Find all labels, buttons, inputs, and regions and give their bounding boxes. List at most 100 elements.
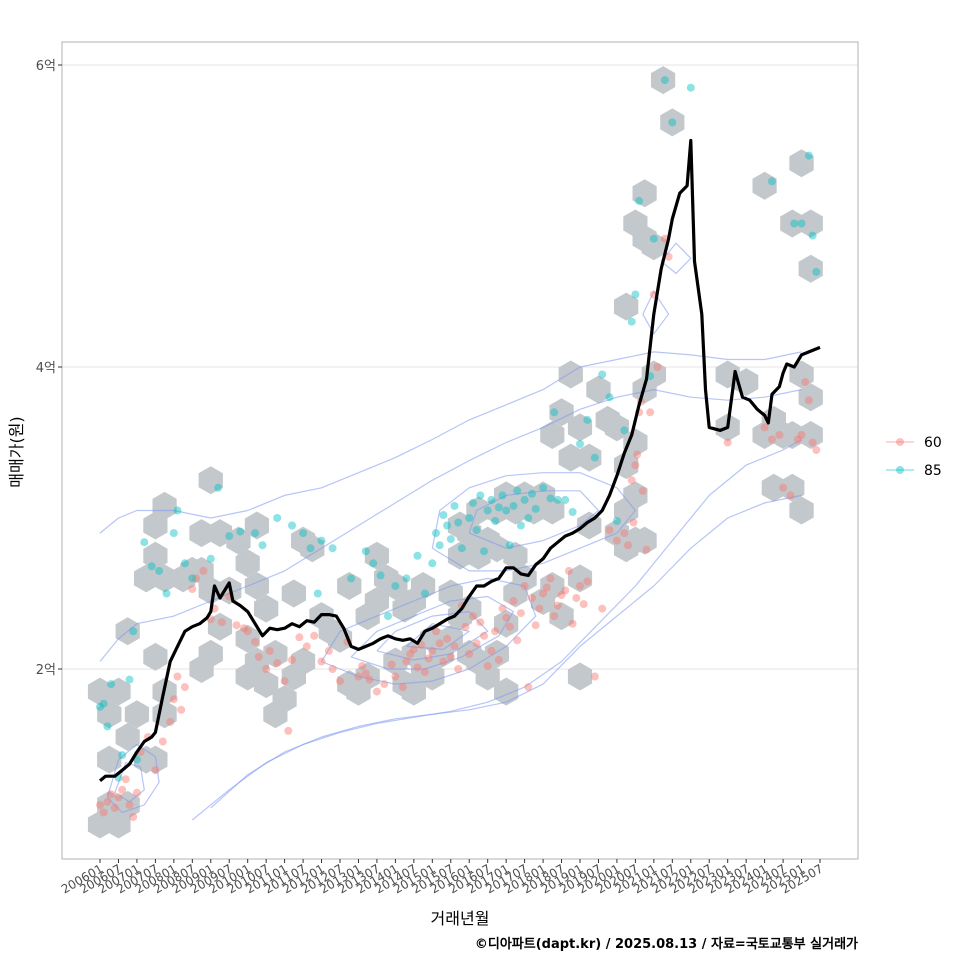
hexbin-cell bbox=[235, 624, 260, 653]
scatter-point-60 bbox=[786, 491, 795, 500]
source-caption: ©디아파트(dapt.kr) / 2025.08.13 / 자료=국토교통부 실… bbox=[475, 936, 858, 952]
scatter-point-60 bbox=[808, 438, 817, 447]
hexbin-cell bbox=[198, 639, 223, 668]
scatter-point-60 bbox=[169, 695, 178, 704]
hexbin-cell bbox=[254, 670, 279, 699]
scatter-point-60 bbox=[177, 705, 186, 714]
scatter-point-85 bbox=[631, 290, 640, 299]
scatter-point-85 bbox=[465, 514, 474, 522]
scatter-point-60 bbox=[310, 631, 319, 640]
scatter-point-85 bbox=[361, 547, 370, 556]
hexbin-cell bbox=[263, 639, 288, 668]
scatter-point-85 bbox=[125, 675, 134, 684]
scatter-point-85 bbox=[568, 508, 577, 516]
scatter-point-85 bbox=[439, 511, 448, 519]
scatter-point-60 bbox=[491, 627, 500, 636]
scatter-point-60 bbox=[428, 646, 437, 655]
scatter-point-60 bbox=[590, 672, 599, 681]
scatter-point-60 bbox=[324, 646, 333, 655]
scatter-point-85 bbox=[509, 501, 518, 510]
scatter-point-60 bbox=[642, 545, 651, 554]
density-contour bbox=[350, 595, 515, 670]
scatter-point-85 bbox=[598, 370, 607, 379]
hexbin-cell bbox=[789, 149, 814, 178]
hexbin-cell bbox=[614, 451, 639, 480]
hexbin-cell bbox=[484, 534, 509, 563]
hexbin-cell bbox=[614, 292, 639, 321]
scatter-point-60 bbox=[564, 566, 573, 575]
scatter-point-85 bbox=[450, 501, 459, 510]
hexbin-cell bbox=[567, 564, 593, 593]
scatter-point-85 bbox=[273, 514, 282, 522]
scatter-point-85 bbox=[420, 589, 429, 598]
scatter-point-85 bbox=[502, 506, 511, 515]
hexbin-cell bbox=[604, 413, 629, 442]
hexbin-cell bbox=[549, 398, 574, 427]
scatter-point-60 bbox=[99, 808, 108, 817]
hexbin-cell bbox=[558, 360, 583, 389]
scatter-point-85 bbox=[487, 495, 496, 504]
hexbin-cell bbox=[106, 810, 131, 839]
scatter-point-85 bbox=[313, 589, 322, 598]
scatter-point-60 bbox=[262, 665, 271, 673]
scatter-point-60 bbox=[461, 622, 470, 631]
hexbin-cell bbox=[235, 549, 260, 578]
hexbin-cell bbox=[143, 541, 168, 570]
scatter-point-60 bbox=[535, 604, 544, 613]
scatter-point-60 bbox=[254, 652, 263, 661]
hexbin-cell bbox=[401, 677, 426, 706]
hexbin-cell bbox=[586, 375, 611, 404]
scatter-point-60 bbox=[328, 665, 337, 673]
scatter-point-60 bbox=[280, 677, 289, 686]
scatter-point-60 bbox=[553, 601, 562, 610]
hexbin-cell bbox=[798, 254, 823, 283]
scatter-point-85 bbox=[505, 541, 514, 550]
scatter-point-85 bbox=[147, 562, 156, 571]
scatter-point-85 bbox=[428, 559, 437, 568]
hexbin-cell bbox=[115, 723, 140, 751]
scatter-point-85 bbox=[118, 751, 127, 760]
scatter-point-85 bbox=[576, 440, 584, 448]
scatter-point-60 bbox=[409, 645, 418, 654]
hexbin-cell bbox=[503, 541, 528, 570]
hexbin-cell bbox=[780, 421, 805, 449]
scatter-point-60 bbox=[251, 637, 260, 646]
scatter-point-60 bbox=[284, 726, 293, 735]
scatter-point-85 bbox=[627, 317, 636, 326]
scatter-point-60 bbox=[439, 657, 448, 666]
scatter-points-layer bbox=[96, 76, 821, 821]
hexbin-cell bbox=[207, 612, 233, 641]
hexbin-cell bbox=[152, 564, 177, 593]
scatter-point-60 bbox=[804, 396, 813, 405]
scatter-point-85 bbox=[812, 267, 821, 276]
hexbin-cell bbox=[632, 526, 657, 555]
scatter-point-85 bbox=[635, 196, 644, 205]
scatter-point-85 bbox=[129, 627, 138, 636]
hexbin-cell bbox=[143, 511, 168, 540]
scatter-point-85 bbox=[457, 544, 466, 553]
density-contour bbox=[376, 610, 489, 661]
scatter-point-85 bbox=[804, 151, 813, 160]
scatter-point-60 bbox=[638, 486, 647, 495]
density-contour bbox=[106, 743, 160, 814]
hexbin-cell bbox=[660, 108, 685, 137]
hexbin-cell bbox=[411, 572, 436, 600]
scatter-point-60 bbox=[413, 663, 422, 672]
scatter-point-60 bbox=[723, 438, 732, 447]
scatter-point-60 bbox=[760, 423, 769, 432]
scatter-point-60 bbox=[402, 657, 411, 666]
scatter-point-60 bbox=[502, 613, 511, 622]
x-axis-title: 거래년월 bbox=[431, 909, 490, 928]
scatter-point-60 bbox=[487, 646, 496, 655]
scatter-point-85 bbox=[251, 529, 260, 538]
y-axis-title: 매매가(원) bbox=[7, 416, 26, 487]
hexbin-cell bbox=[567, 413, 593, 442]
scatter-point-85 bbox=[446, 535, 455, 544]
hexbin-cell bbox=[447, 541, 473, 570]
hexbin-cell bbox=[780, 473, 805, 502]
hexbin-cell bbox=[134, 564, 159, 593]
scatter-point-60 bbox=[576, 582, 584, 590]
hexbin-cell bbox=[540, 496, 565, 525]
hexbin-cell bbox=[97, 745, 122, 774]
scatter-point-85 bbox=[524, 514, 533, 522]
